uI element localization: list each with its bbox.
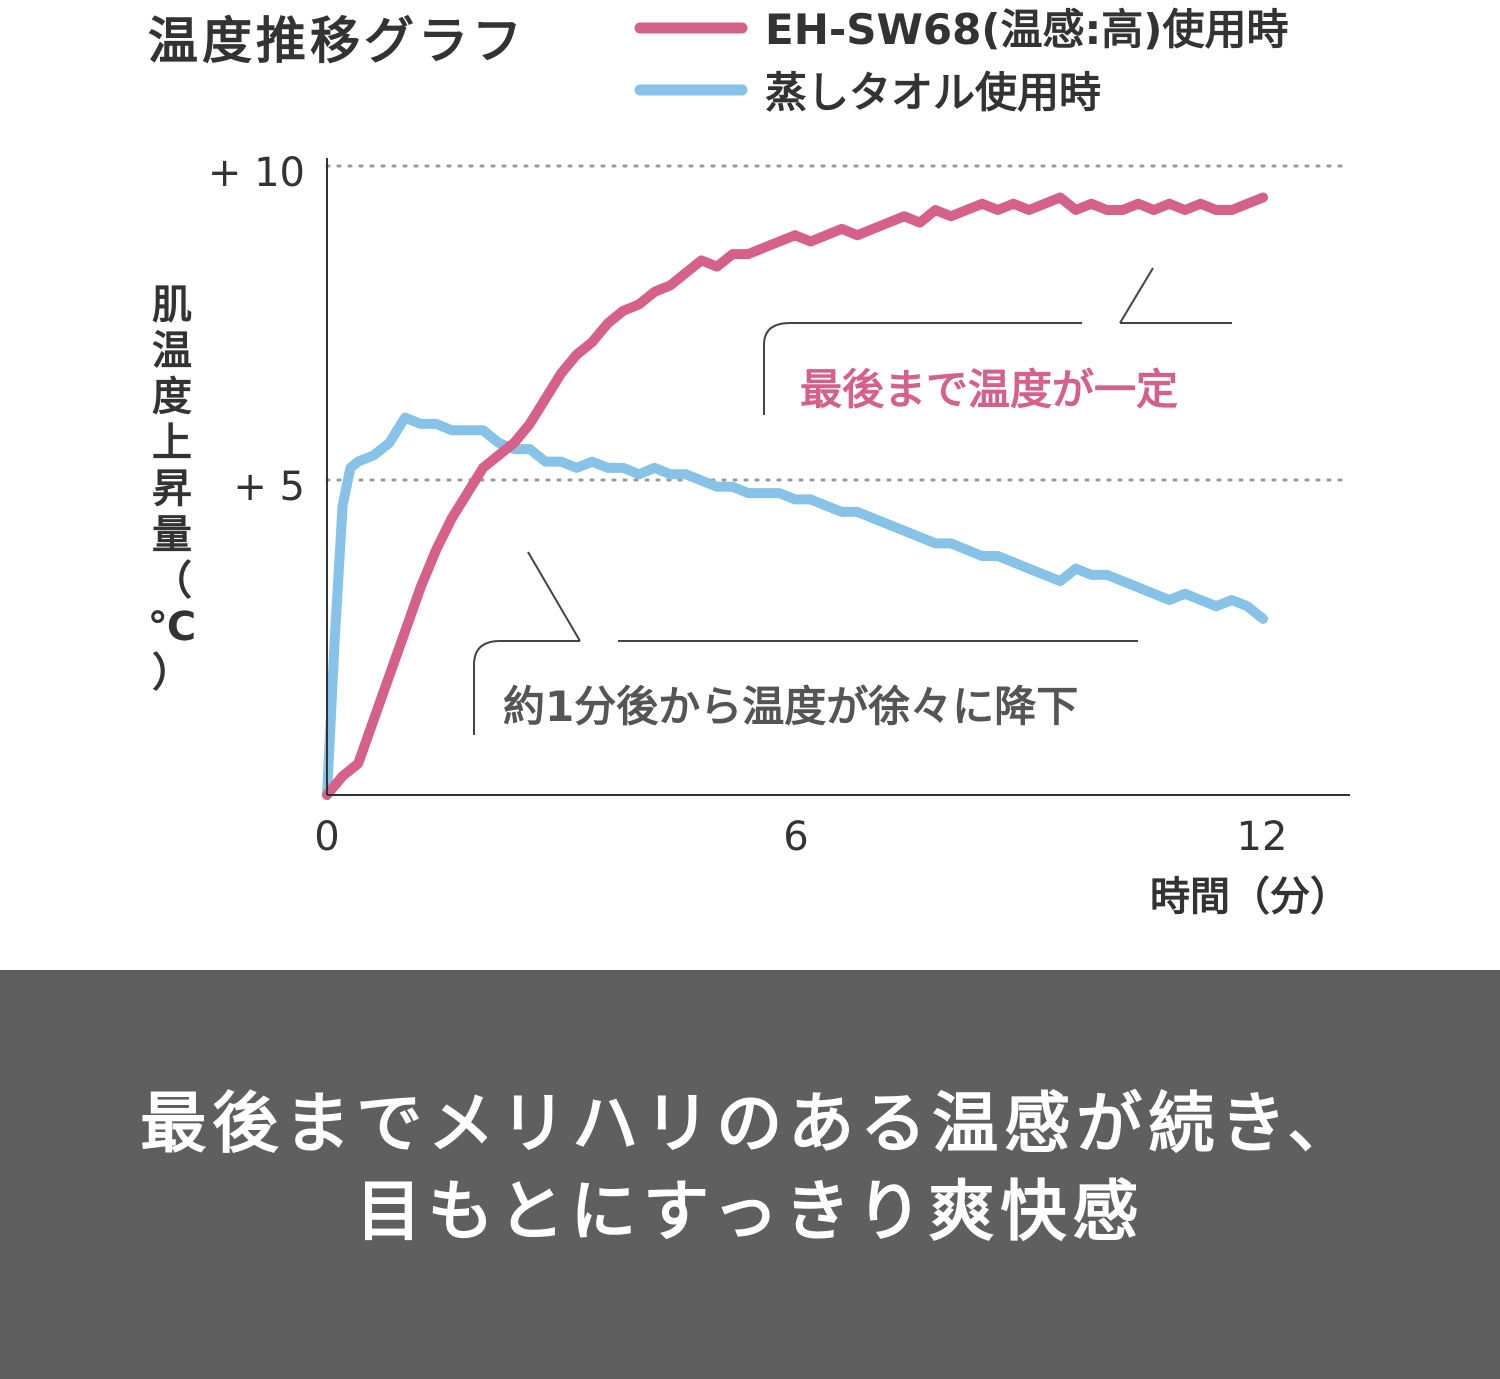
y-axis-label-char: 昇 [152, 466, 192, 512]
y-axis-label-char: 度 [152, 374, 192, 420]
y-axis-label-char: 量 [152, 512, 192, 558]
legend-label-towel: 蒸しタオル使用時 [765, 68, 1101, 117]
temperature-chart: 温度推移グラフ EH-SW68(温感:高)使用時 蒸しタオル使用時 + 10 +… [148, 5, 1352, 920]
y-axis-label-char: （ [152, 558, 192, 604]
y-axis-label-char: ） [152, 650, 192, 696]
annotation-gray-bracket [473, 640, 501, 735]
y-axis-label-char: 上 [152, 420, 192, 466]
y-tick-label-10: + 10 [208, 150, 305, 196]
x-tick-label-0: 0 [314, 814, 339, 860]
series-line-steamed-towel [322, 412, 1268, 800]
y-axis-label-char: ℃ [148, 604, 196, 650]
x-tick-label-12: 12 [1237, 814, 1288, 860]
annotation-gray-pointer [527, 551, 581, 642]
y-axis-label-char: 温 [152, 328, 192, 374]
summary-banner: 最後までメリハリのある温感が続き、 目もとにすっきり爽快感 [0, 970, 1500, 1379]
x-axis-label: 時間（分） [1150, 874, 1350, 920]
banner-line-1: 最後までメリハリのある温感が続き、 [140, 1085, 1360, 1162]
annotation-gray-text: 約1分後から温度が徐々に降下 [503, 682, 1078, 731]
banner-line-2: 目もとにすっきり爽快感 [355, 1173, 1145, 1250]
series-layer [322, 192, 1268, 800]
legend-label-eh: EH-SW68(温感:高)使用時 [765, 5, 1288, 54]
chart-title: 温度推移グラフ [148, 12, 526, 70]
y-tick-label-5: + 5 [233, 464, 305, 510]
series-line-eh-sw68 [322, 192, 1268, 800]
chart-area: 温度推移グラフ EH-SW68(温感:高)使用時 蒸しタオル使用時 + 10 +… [148, 5, 1352, 920]
y-axis-label: 肌温度上昇量（℃） [148, 282, 196, 696]
x-tick-label-6: 6 [783, 814, 808, 860]
annotation-pink-pointer [1119, 267, 1154, 324]
annotation-pink-text: 最後まで温度が一定 [800, 365, 1178, 414]
annotation-pink-bracket [763, 322, 791, 415]
y-axis-label-char: 肌 [152, 282, 192, 328]
